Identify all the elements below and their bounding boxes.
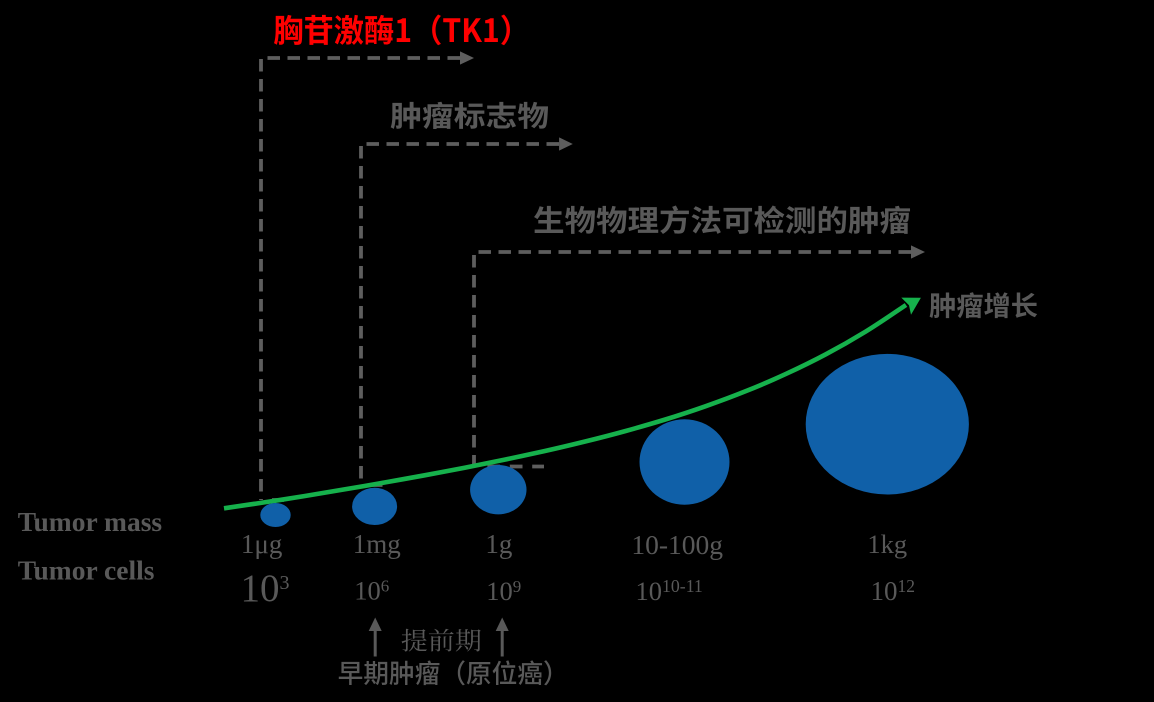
svg-text:Tumor mass: Tumor mass <box>18 506 163 537</box>
svg-text:1mg: 1mg <box>353 529 401 559</box>
svg-text:1μg: 1μg <box>241 529 282 559</box>
svg-text:1kg: 1kg <box>867 529 907 559</box>
svg-text:10-100g: 10-100g <box>631 529 723 560</box>
svg-text:1g: 1g <box>485 529 512 559</box>
svg-text:Tumor cells: Tumor cells <box>18 555 155 586</box>
